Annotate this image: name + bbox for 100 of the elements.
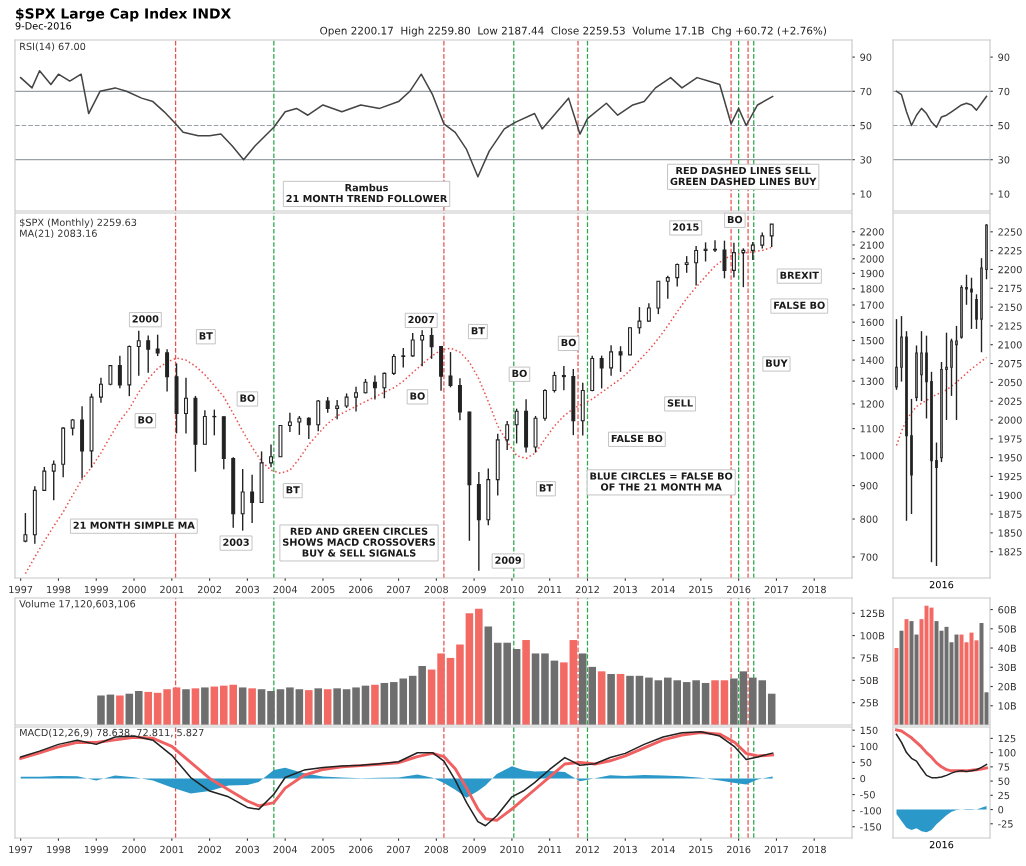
- y-tick-label: 100: [998, 749, 1016, 757]
- x-tick-label: 2003: [235, 585, 259, 594]
- annotation: 2003: [223, 538, 249, 546]
- y-tick-label: 2025: [998, 397, 1022, 405]
- y-tick-label: 50B: [998, 625, 1016, 633]
- x-tick-label: 1998: [47, 585, 71, 594]
- y-tick-label: 2200: [860, 228, 884, 236]
- y-tick-label: 90: [998, 53, 1010, 61]
- y-tick-label: 10: [998, 190, 1010, 198]
- annotation: BT: [471, 327, 485, 335]
- x-tick-label: 1998: [47, 845, 71, 854]
- y-tick-label: 20B: [998, 682, 1016, 691]
- annotation: 2007: [408, 315, 434, 324]
- y-tick-label: 2050: [998, 378, 1022, 387]
- y-tick-label: 1850: [998, 529, 1022, 537]
- y-tick-label: 1000: [860, 452, 884, 460]
- chart-title: $SPX Large Cap Index INDX: [16, 8, 231, 22]
- annotation: FALSE BO: [611, 434, 663, 443]
- y-tick-label: -25: [998, 820, 1013, 828]
- y-tick-label: 1900: [998, 491, 1022, 500]
- y-tick-label: 2150: [998, 303, 1022, 311]
- x-tick-label: 2014: [651, 585, 675, 594]
- annotation: MA(21) 2083.16: [20, 229, 97, 239]
- y-tick-label: 1600: [860, 318, 884, 327]
- y-tick-label: 2000: [998, 416, 1022, 424]
- x-tick-label: 2010: [500, 845, 524, 854]
- y-tick-label: 30: [860, 156, 872, 164]
- y-tick-label: 50: [860, 758, 872, 767]
- annotation: Rambus 21 MONTH TREND FOLLOWER: [286, 183, 448, 203]
- y-tick-label: 25: [998, 791, 1010, 800]
- y-tick-label: 1100: [860, 425, 884, 433]
- y-tick-label: 2000: [860, 255, 884, 263]
- y-tick-label: 2100: [860, 241, 884, 249]
- x-tick-label: 2000: [122, 585, 146, 594]
- y-tick-label: 1300: [860, 377, 884, 385]
- x-tick-label: 2001: [160, 585, 184, 594]
- x-tick-label: 1999: [84, 845, 108, 854]
- annotation: BT: [539, 484, 553, 492]
- y-tick-label: 0: [998, 806, 1004, 814]
- annotation: RSI(14) 67.00: [20, 42, 86, 52]
- annotation: BO: [410, 392, 425, 400]
- x-tick-label: 2009: [462, 585, 486, 594]
- x-tick-label: 2002: [197, 585, 221, 594]
- x-tick-label: 2007: [386, 845, 411, 854]
- y-tick-label: 50: [860, 121, 872, 130]
- annotation: RED DASHED LINES SELL GREEN DASHED LINES BUY: [670, 166, 817, 186]
- x-tick-label: 1999: [84, 585, 108, 594]
- y-tick-label: 1950: [998, 454, 1022, 462]
- x-tick-label: 2016: [726, 585, 751, 594]
- y-tick-label: 2125: [998, 322, 1022, 330]
- x-tick-label: 2013: [613, 585, 637, 594]
- y-tick-label: 1400: [860, 356, 884, 364]
- y-tick-label: 0: [860, 774, 866, 783]
- y-tick-label: 75: [998, 763, 1010, 771]
- y-tick-label: 30B: [998, 663, 1016, 672]
- x-tick-label: 2005: [311, 585, 335, 594]
- y-tick-label: 10B: [998, 702, 1016, 710]
- x-tick-label: 2016: [726, 845, 751, 854]
- y-tick-label: 30: [998, 156, 1010, 164]
- annotation: Volume 17,120,603,106: [19, 599, 136, 609]
- y-tick-label: 150: [860, 726, 878, 735]
- annotation: BLUE CIRCLES = FALSE BO OF THE 21 MONTH MA: [590, 472, 733, 491]
- y-tick-label: 1900: [860, 269, 884, 278]
- annotation: BUY: [766, 359, 788, 367]
- y-tick-label: 1875: [998, 510, 1022, 518]
- x-tick-label: 2009: [462, 845, 486, 854]
- x-tick-label: 2003: [235, 845, 259, 854]
- x-tick-label: 2011: [538, 585, 562, 594]
- x-tick-label: 2013: [613, 845, 637, 854]
- y-tick-label: 75B: [860, 654, 878, 662]
- x-tick-label: 2017: [764, 585, 788, 594]
- y-tick-label: 2175: [998, 284, 1022, 293]
- y-tick-label: -100: [860, 807, 882, 815]
- y-tick-label: 1975: [998, 435, 1022, 443]
- x-tick-label: 2007: [386, 585, 411, 594]
- annotation: BREXIT: [780, 271, 819, 279]
- annotation: $SPX (Monthly) 2259.63: [19, 218, 137, 228]
- x-tick-label: 2000: [122, 845, 146, 854]
- x-tick-label: 2011: [538, 845, 562, 854]
- y-tick-label: 1925: [998, 472, 1022, 481]
- x-tick-label: 2012: [575, 845, 599, 854]
- annotation: BO: [512, 369, 527, 378]
- y-tick-label: 70: [998, 87, 1010, 96]
- annotation: 21 MONTH SIMPLE MA: [73, 521, 195, 529]
- annotation: BT: [286, 486, 300, 494]
- y-tick-label: 60B: [998, 606, 1016, 614]
- annotation: MACD(12,26,9) 78.638, 72.811, 5.827: [20, 728, 204, 738]
- annotation: BO: [240, 394, 255, 402]
- y-tick-label: -150: [860, 823, 882, 831]
- annotation: 2000: [132, 315, 159, 323]
- x-tick-label: 2012: [575, 585, 599, 594]
- y-tick-label: 2200: [998, 265, 1022, 274]
- annotation: RED AND GREEN CIRCLES SHOWS MACD CROSSOVERS BUY & SELL SIGNALS: [283, 527, 436, 557]
- annotation: 2009: [495, 556, 522, 564]
- annotation: SELL: [667, 399, 693, 407]
- chart-subtitle: 9-Dec-2016: [15, 22, 72, 30]
- y-tick-label: 700: [860, 553, 878, 561]
- x-tick-label: 2004: [273, 845, 298, 854]
- x-tick-label: 2008: [424, 585, 449, 594]
- y-tick-label: 50B: [860, 676, 878, 685]
